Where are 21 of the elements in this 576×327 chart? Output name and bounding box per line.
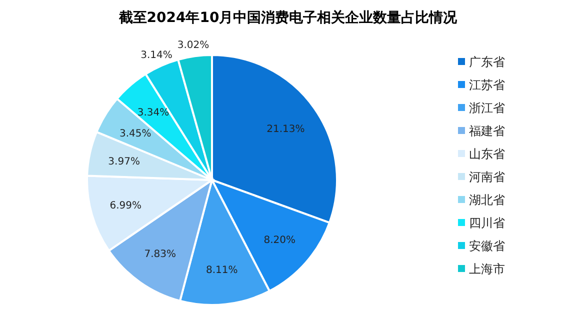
data-label: 8.20% — [264, 234, 296, 246]
chart-title: 截至2024年10月中国消费电子相关企业数量占比情况 — [118, 9, 458, 26]
data-label: 3.02% — [177, 40, 210, 51]
legend-label: 四川省 — [469, 216, 505, 230]
legend-label: 上海市 — [469, 262, 505, 276]
data-label: 21.13% — [266, 124, 305, 135]
data-label: 3.45% — [119, 128, 152, 140]
data-label: 8.11% — [206, 264, 238, 276]
data-label: 7.83% — [144, 249, 176, 260]
data-label: 3.34% — [137, 107, 170, 118]
legend-label: 江苏省 — [469, 78, 505, 92]
legend-label: 浙江省 — [469, 101, 505, 116]
legend-label: 广东省 — [469, 55, 505, 70]
legend-label: 河南省 — [469, 170, 505, 184]
legend-label: 福建省 — [469, 124, 505, 138]
data-label: 6.99% — [110, 200, 142, 212]
legend-label: 安徽省 — [469, 239, 505, 254]
legend-label: 山东省 — [469, 147, 505, 162]
data-label: 3.14% — [140, 50, 172, 62]
legend-label: 湖北省 — [469, 193, 505, 208]
data-label: 3.97% — [108, 156, 140, 168]
